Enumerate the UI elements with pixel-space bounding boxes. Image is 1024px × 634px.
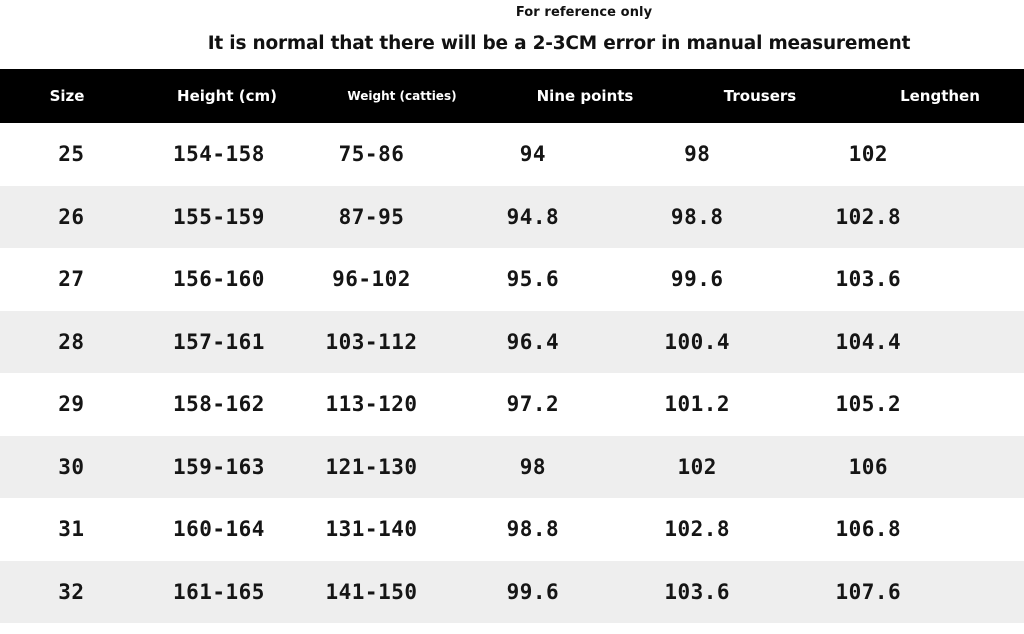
size-table: Size Height (cm) Weight (catties) Nine p… [0,69,1024,623]
table-row: 29 158-162 113-120 97.2 101.2 105.2 [0,373,1024,436]
measurement-error-headline: It is normal that there will be a 2-3CM … [207,33,911,54]
header-size: Size [49,87,85,105]
cell-weight: 121-130 [325,454,418,479]
cell-trousers: 101.2 [664,392,731,417]
cell-weight: 113-120 [325,392,418,417]
header-lengthen: Lengthen [900,87,980,105]
table-row: 27 156-160 96-102 95.6 99.6 103.6 [0,248,1024,311]
header-nine-points: Nine points [536,87,634,105]
table-row: 25 154-158 75-86 94 98 102 [0,123,1024,186]
cell-height: 159-163 [172,454,265,479]
cell-height: 154-158 [172,142,265,167]
cell-nine-points: 94 [519,142,546,167]
cell-trousers: 98 [684,142,711,167]
cell-size: 29 [58,392,85,417]
cell-height: 156-160 [172,267,265,292]
cell-lengthen: 102 [848,142,889,167]
reference-note: For reference only [515,5,653,20]
cell-lengthen: 106 [848,454,889,479]
header-height: Height (cm) [177,87,277,105]
cell-nine-points: 96.4 [506,329,560,354]
cell-lengthen: 107.6 [835,579,902,604]
cell-size: 31 [58,517,85,542]
cell-weight: 75-86 [338,142,405,167]
cell-lengthen: 103.6 [835,267,902,292]
cell-weight: 141-150 [325,579,418,604]
table-header-row: Size Height (cm) Weight (catties) Nine p… [0,69,1024,123]
cell-weight: 87-95 [338,204,405,229]
table-row: 31 160-164 131-140 98.8 102.8 106.8 [0,498,1024,561]
cell-weight: 103-112 [325,329,418,354]
cell-height: 158-162 [172,392,265,417]
cell-size: 27 [58,267,85,292]
cell-lengthen: 105.2 [835,392,902,417]
cell-lengthen: 102.8 [835,204,902,229]
cell-nine-points: 95.6 [506,267,560,292]
header-trousers: Trousers [723,87,797,105]
cell-size: 25 [58,142,85,167]
table-row: 30 159-163 121-130 98 102 106 [0,435,1024,498]
cell-nine-points: 94.8 [506,204,560,229]
cell-height: 160-164 [172,517,265,542]
table-row: 32 161-165 141-150 99.6 103.6 107.6 [0,560,1024,623]
cell-nine-points: 97.2 [506,392,560,417]
cell-weight: 131-140 [325,517,418,542]
table-row: 26 155-159 87-95 94.8 98.8 102.8 [0,185,1024,248]
cell-trousers: 99.6 [670,267,724,292]
header-weight: Weight (catties) [347,89,457,103]
cell-lengthen: 104.4 [835,329,902,354]
cell-lengthen: 106.8 [835,517,902,542]
cell-nine-points: 98.8 [506,517,560,542]
cell-size: 32 [58,579,85,604]
cell-size: 30 [58,454,85,479]
cell-trousers: 102.8 [664,517,731,542]
cell-trousers: 103.6 [664,579,731,604]
cell-height: 157-161 [172,329,265,354]
cell-trousers: 102 [677,454,717,479]
cell-height: 155-159 [172,204,265,229]
cell-nine-points: 99.6 [506,579,560,604]
cell-weight: 96-102 [332,267,411,292]
cell-size: 26 [58,204,85,229]
cell-trousers: 98.8 [670,204,724,229]
cell-nine-points: 98 [519,454,546,479]
cell-trousers: 100.4 [664,329,731,354]
table-row: 28 157-161 103-112 96.4 100.4 104.4 [0,310,1024,373]
cell-size: 28 [58,329,85,354]
cell-height: 161-165 [172,579,265,604]
